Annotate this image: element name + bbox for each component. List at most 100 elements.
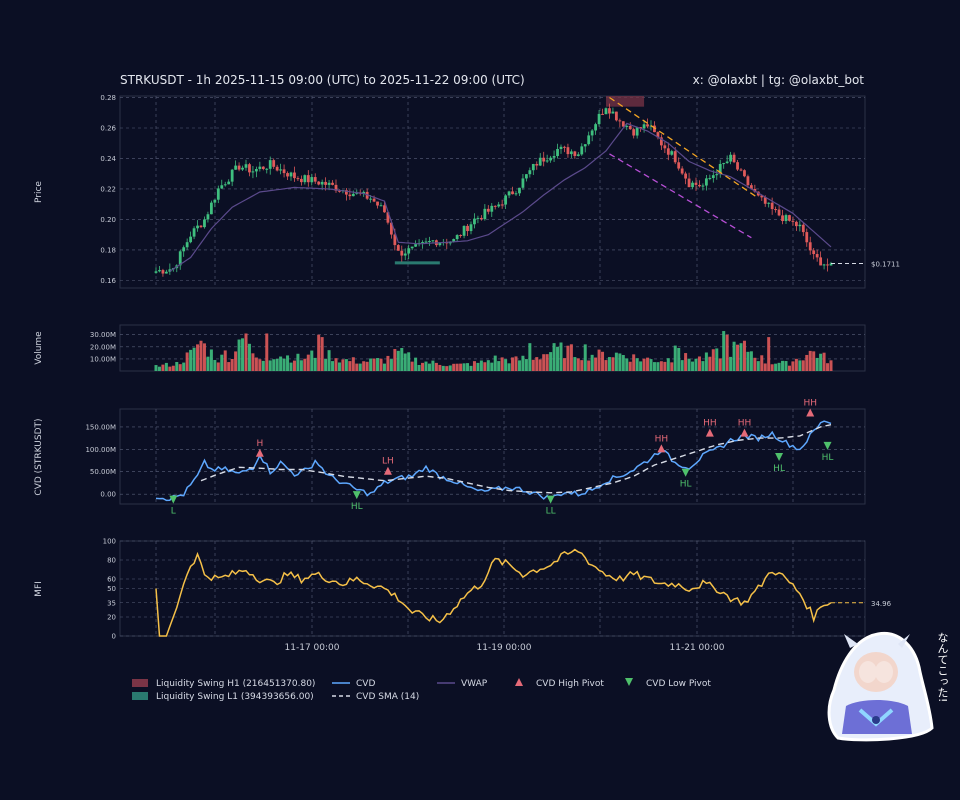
mfi-ytick: 0: [112, 633, 116, 641]
candle-body: [185, 242, 189, 248]
volume-bar: [182, 362, 186, 371]
candle-body: [196, 225, 199, 229]
mfi-ytick: 35: [107, 599, 116, 607]
volume-bar: [448, 365, 452, 371]
volume-bar: [272, 359, 276, 371]
candle-body: [684, 173, 688, 179]
candle-body: [234, 165, 238, 170]
candle-body: [389, 222, 393, 235]
candle-body: [296, 178, 300, 180]
candle-body: [698, 184, 701, 187]
candle-body: [344, 190, 348, 195]
candle-body: [462, 225, 466, 236]
volume-bar: [829, 360, 833, 371]
volume-bar: [652, 362, 656, 371]
volume-bar: [351, 357, 355, 371]
price-frame: [119, 95, 866, 289]
candle-body: [303, 175, 307, 183]
volume-bar: [542, 354, 546, 371]
volume-bar: [687, 358, 691, 371]
mfi-line: [155, 548, 832, 637]
price-ytick: 0.24: [100, 155, 116, 163]
volume-bar: [393, 349, 397, 371]
candle-body: [552, 155, 556, 158]
candle-body: [189, 236, 193, 243]
candle-body: [815, 254, 819, 258]
volume-bar: [794, 358, 798, 371]
volume-bar: [704, 352, 708, 371]
volume-bar: [691, 361, 695, 371]
candle-body: [483, 208, 487, 220]
cvd-low-pivot-marker: [169, 495, 178, 504]
volume-bar: [826, 363, 830, 371]
cvd-pivot-label: HL: [351, 502, 363, 512]
candle-body: [161, 270, 165, 274]
candle-body: [178, 251, 182, 266]
volume-bar: [362, 361, 366, 371]
volume-bar: [673, 345, 677, 371]
volume-bar: [684, 353, 688, 371]
legend-swatch-high-pivot: [515, 678, 523, 686]
volume-bar: [216, 362, 220, 371]
volume-ylabel: Volume: [34, 331, 44, 365]
candle-body: [542, 157, 546, 162]
volume-bar: [718, 358, 722, 371]
candle-body: [251, 171, 255, 173]
candle-body: [192, 228, 196, 237]
volume-bar: [358, 363, 362, 371]
candle-body: [511, 191, 514, 195]
candle-body: [213, 199, 217, 203]
candle-body: [656, 132, 660, 138]
cvd-pivot-label: HH: [703, 419, 717, 429]
volume-ytick: 20.00M: [90, 343, 116, 351]
candle-body: [749, 185, 753, 189]
candle-body: [275, 166, 279, 171]
candle-body: [590, 130, 594, 136]
price-ylabel: Price: [34, 181, 44, 203]
candle-body: [594, 124, 598, 131]
candle-body: [621, 121, 625, 127]
cvd-pivot-label: HL: [680, 480, 692, 490]
volume-bar: [611, 357, 615, 371]
volume-bar: [206, 356, 210, 371]
legend-label: CVD Low Pivot: [646, 679, 711, 689]
volume-bar: [746, 351, 750, 371]
candle-body: [694, 182, 698, 185]
cvd-pivot-label: HH: [655, 434, 669, 444]
volume-bar: [694, 358, 698, 371]
chart-title: STRKUSDT - 1h 2025-11-15 09:00 (UTC) to …: [120, 73, 525, 87]
candle-body: [379, 205, 383, 207]
volume-bar: [815, 357, 819, 371]
candle-body: [396, 245, 400, 251]
candle-body: [597, 113, 601, 125]
volume-bar: [493, 355, 497, 371]
candle-body: [566, 147, 570, 155]
volume-bar: [386, 355, 390, 371]
candle-body: [687, 178, 691, 188]
candle-body: [545, 160, 549, 162]
candle-body: [559, 146, 563, 149]
volume-bar: [452, 363, 456, 371]
candle-body: [452, 239, 456, 242]
liquidity-swing-low-zone: [394, 261, 440, 265]
candle-body: [469, 224, 473, 232]
volume-ytick: 30.00M: [90, 331, 116, 339]
candle-body: [164, 271, 168, 274]
candle-body: [299, 178, 303, 183]
volume-bar: [202, 343, 206, 371]
cvd-frame: [119, 408, 866, 505]
volume-bar: [632, 354, 636, 371]
candle-body: [182, 247, 186, 252]
candle-body: [625, 125, 629, 127]
candle-body: [466, 225, 469, 232]
candle-body: [826, 264, 829, 266]
volume-bar: [767, 337, 771, 371]
candle-body: [801, 224, 805, 233]
volume-bar: [614, 352, 618, 371]
candle-body: [556, 148, 559, 156]
candle-body: [708, 178, 712, 180]
volume-bar: [628, 361, 632, 371]
volume-bar: [379, 358, 383, 371]
volume-bar: [396, 350, 400, 371]
volume-bar: [753, 357, 757, 371]
